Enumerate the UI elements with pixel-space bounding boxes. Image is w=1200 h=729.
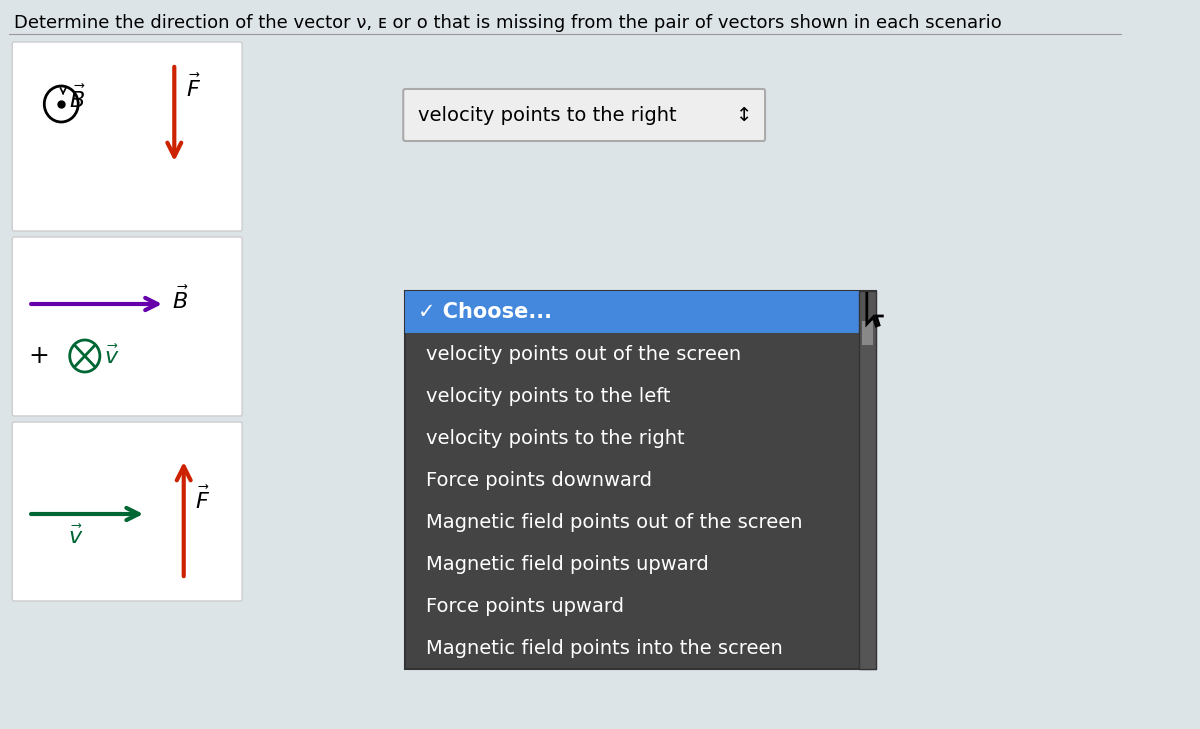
FancyBboxPatch shape [862,321,874,345]
Text: +: + [29,344,49,368]
FancyBboxPatch shape [12,237,242,416]
Text: Force points upward: Force points upward [426,596,624,615]
Text: Magnetic field points into the screen: Magnetic field points into the screen [426,639,782,658]
Text: $\vec{F}$: $\vec{F}$ [186,74,200,101]
Text: $\vec{B}$: $\vec{B}$ [68,85,85,112]
Text: velocity points to the left: velocity points to the left [426,386,671,405]
Text: ✓ Choose...: ✓ Choose... [419,302,552,322]
Text: $\vec{B}$: $\vec{B}$ [173,286,190,313]
Text: $\vec{v}$: $\vec{v}$ [103,344,119,367]
FancyBboxPatch shape [403,89,766,141]
Text: Magnetic field points upward: Magnetic field points upward [426,555,709,574]
Text: velocity points to the right: velocity points to the right [419,106,677,125]
Text: Magnetic field points out of the screen: Magnetic field points out of the screen [426,512,803,531]
FancyBboxPatch shape [406,291,876,333]
Text: Determine the direction of the vector ν, ᴇ or ᴏ that is missing from the pair of: Determine the direction of the vector ν,… [14,14,1002,32]
Text: ↕: ↕ [736,106,752,125]
Text: Force points downward: Force points downward [426,470,652,489]
Text: velocity points to the right: velocity points to the right [426,429,684,448]
Text: $\vec{v}$: $\vec{v}$ [67,524,83,547]
Text: $\vec{F}$: $\vec{F}$ [196,486,210,512]
FancyBboxPatch shape [12,422,242,601]
FancyBboxPatch shape [12,42,242,231]
FancyBboxPatch shape [406,291,876,669]
FancyBboxPatch shape [859,291,876,669]
Text: velocity points out of the screen: velocity points out of the screen [426,345,740,364]
